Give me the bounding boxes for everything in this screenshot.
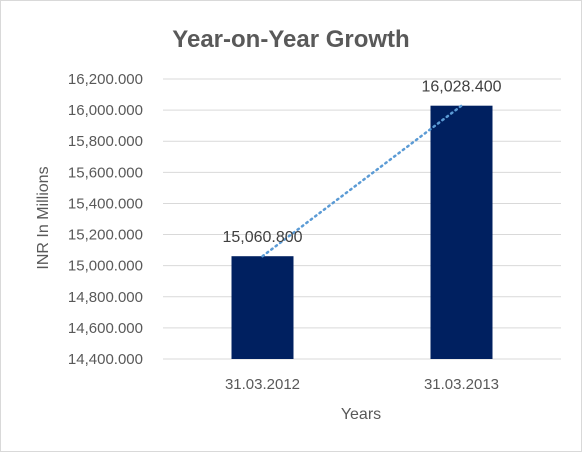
- data-label: 16,028.400: [421, 79, 501, 96]
- y-tick-label: 15,000.000: [68, 258, 143, 275]
- y-axis-ticks: 14,400.000 14,600.000 14,800.000 15,000.000…: [68, 71, 143, 368]
- bar: [430, 105, 493, 360]
- x-tick-label: 31.03.2013: [424, 376, 499, 393]
- bars: [231, 105, 493, 360]
- y-tick-label: 16,200.000: [68, 71, 143, 88]
- trendline: [261, 104, 463, 258]
- x-axis-title: Years: [341, 406, 381, 423]
- y-tick-label: 15,600.000: [68, 164, 143, 181]
- gridlines: [163, 78, 561, 360]
- x-axis-ticks: 31.03.2012 31.03.2013: [225, 376, 499, 393]
- y-tick-label: 16,000.000: [68, 102, 143, 119]
- y-tick-label: 14,400.000: [68, 351, 143, 368]
- bar: [231, 256, 294, 359]
- chart-title: Year-on-Year Growth: [172, 26, 409, 53]
- x-tick-label: 31.03.2012: [225, 376, 300, 393]
- y-tick-label: 15,800.000: [68, 133, 143, 150]
- y-tick-label: 15,200.000: [68, 227, 143, 244]
- y-tick-label: 14,800.000: [68, 289, 143, 306]
- trendline: [261, 104, 463, 258]
- y-tick-label: 15,400.000: [68, 195, 143, 212]
- data-label: 15,060.800: [222, 229, 302, 246]
- data-labels: 15,060.800 16,028.400: [222, 79, 501, 247]
- y-axis-title: INR In Millions: [35, 166, 52, 269]
- y-tick-label: 14,600.000: [68, 320, 143, 337]
